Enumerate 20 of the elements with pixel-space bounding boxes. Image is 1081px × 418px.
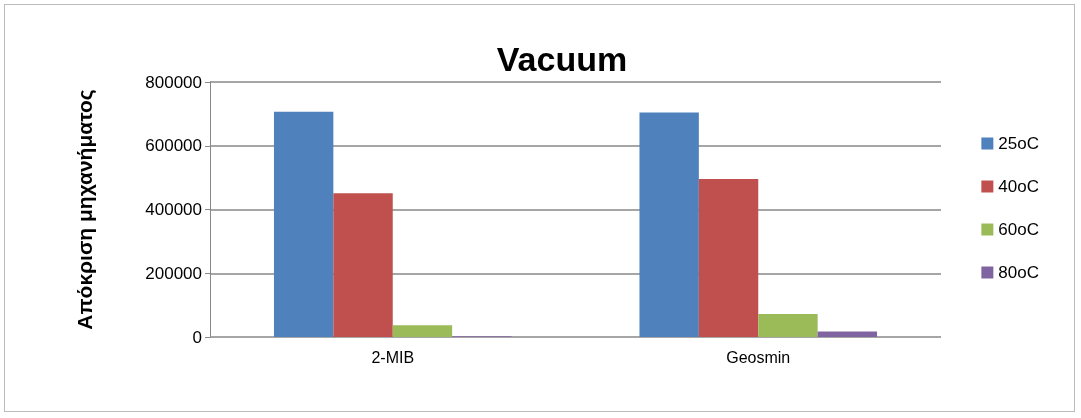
legend-label: 40oC: [998, 177, 1039, 196]
bar: [817, 331, 878, 337]
y-tick-label: 800000: [145, 72, 202, 92]
legend-label: 25oC: [998, 134, 1039, 153]
y-axis-title: Απόκριση μηχανήματος: [73, 89, 97, 330]
chart-title: Vacuum: [496, 40, 628, 78]
bar: [698, 178, 759, 337]
bar: [758, 314, 818, 337]
y-tick-label: 600000: [145, 136, 202, 156]
x-tick-label: Geosmin: [726, 348, 791, 366]
legend-label: 80oC: [998, 263, 1039, 282]
x-tick-label: 2-MIB: [371, 348, 415, 366]
bar: [639, 112, 699, 337]
legend-label: 60oC: [998, 220, 1039, 239]
bar: [392, 325, 453, 337]
bar: [333, 193, 393, 337]
y-tick-label: 400000: [145, 200, 202, 219]
y-tick-label: 200000: [145, 263, 202, 283]
bar: [273, 111, 334, 337]
y-tick-label: 0: [192, 327, 202, 347]
